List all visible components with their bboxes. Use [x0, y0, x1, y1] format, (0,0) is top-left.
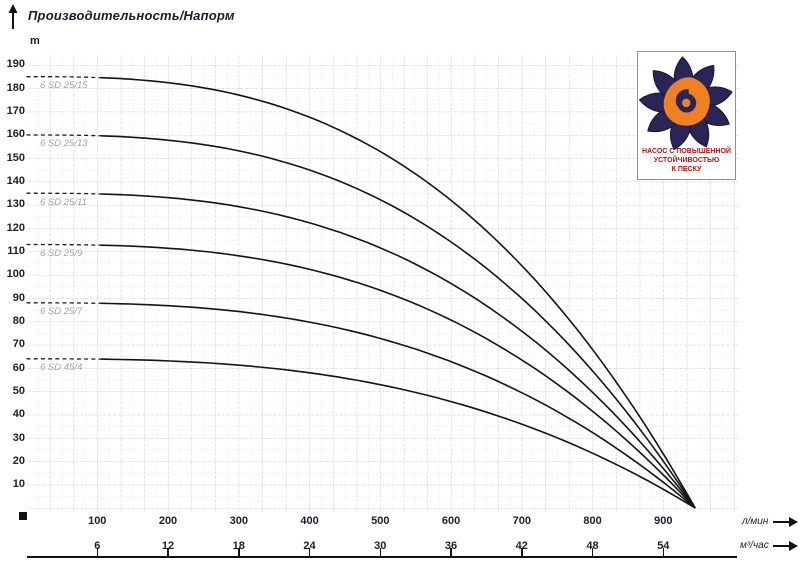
curve-solid-segment — [100, 302, 696, 509]
sand-resistant-pump-badge: НАСОС С ПОВЫШЕННОЙ УСТОЙЧИВОСТЬЮ К ПЕСКУ — [637, 51, 736, 180]
curve-label: 6 SD 25/15 — [40, 80, 88, 92]
curve-label: 6 SD 25/13 — [40, 138, 88, 150]
curve-label: 6 SD 25/11 — [40, 196, 87, 208]
y-tick-label: 20 — [12, 454, 25, 467]
x-tick-label-lmin: 100 — [88, 515, 107, 527]
grid-major — [27, 54, 739, 511]
y-tick-label: 120 — [6, 221, 25, 234]
x-axis-tick-mark — [96, 548, 98, 557]
badge-text-line2: УСТОЙЧИВОСТЬЮ — [654, 155, 720, 164]
y-tick-label: 140 — [6, 175, 25, 188]
y-tick-label: 170 — [6, 105, 25, 118]
x-tick-label-m3h: 24 — [303, 540, 316, 552]
y-axis-unit-label: m — [30, 35, 40, 47]
x-axis-tick-mark — [379, 548, 382, 557]
x-tick-label-lmin: 900 — [654, 515, 673, 527]
x-tick-label-m3h: 36 — [444, 540, 458, 552]
y-tick-label: 90 — [12, 291, 25, 304]
x-axis-tick-mark — [450, 548, 452, 557]
x-axis-unit-lmin: л/мин — [742, 516, 769, 527]
curve-dashed-segment — [26, 192, 101, 195]
pump-curves — [26, 76, 696, 509]
y-tick-label: 150 — [6, 151, 25, 164]
x-axis-tick-mark — [521, 548, 523, 557]
x-tick-label-m3h: 12 — [161, 540, 175, 552]
x-axis-tick-mark — [238, 548, 240, 557]
x-axis-tick-mark — [167, 548, 169, 557]
curve-dashed-segment — [26, 243, 101, 246]
y-tick-label: 180 — [6, 81, 25, 94]
y-tick-label: 100 — [6, 268, 25, 281]
logo-core-tail — [675, 89, 689, 107]
curve-dashed-segment — [26, 76, 101, 79]
x-tick-label-lmin: 600 — [441, 515, 461, 527]
curve-solid-segment — [100, 135, 696, 509]
x-tick-label-m3h: 30 — [374, 540, 387, 552]
x-axis-line — [27, 556, 737, 558]
y-tick-label: 50 — [12, 384, 25, 397]
logo-core-dot — [682, 98, 691, 108]
curve-dashed-segment — [26, 134, 101, 137]
curve-label: 6 SD 45/4 — [40, 362, 83, 374]
lmin-arrow-icon — [773, 517, 798, 527]
curve-solid-segment — [100, 193, 696, 509]
x-axis-unit-m3h: м³/час — [740, 540, 769, 551]
y-tick-label: 130 — [6, 198, 25, 211]
badge-text-line3: К ПЕСКУ — [672, 166, 702, 173]
y-tick-label: 70 — [12, 338, 25, 351]
y-axis-arrow-icon — [8, 4, 18, 29]
badge-text-line1: НАСОС С ПОВЫШЕННОЙ — [642, 146, 731, 155]
y-tick-label: 30 — [12, 431, 25, 444]
chart-title: Производительность/Напорм — [28, 8, 235, 23]
curve-solid-segment — [100, 244, 696, 509]
x-tick-label-m3h: 6 — [94, 540, 101, 552]
x-tick-label-m3h: 18 — [232, 540, 245, 552]
x-tick-label-lmin: 200 — [158, 515, 178, 527]
x-axis-tick-mark — [662, 548, 665, 557]
x-tick-label-lmin: 700 — [512, 515, 531, 527]
x-tick-label-lmin: 500 — [371, 515, 390, 527]
y-tick-label: 190 — [6, 58, 25, 71]
x-axis-tick-mark — [308, 548, 311, 557]
y-tick-label: 60 — [12, 361, 25, 374]
x-tick-label-lmin: 800 — [583, 515, 602, 527]
x-tick-label-m3h: 54 — [657, 540, 670, 552]
m3h-arrow-icon — [773, 541, 798, 551]
curve-label: 6 SD 25/7 — [40, 306, 83, 318]
origin-marker — [19, 512, 27, 520]
impeller-logo-icon: НАСОС С ПОВЫШЕННОЙ УСТОЙЧИВОСТЬЮ К ПЕСКУ — [638, 56, 735, 173]
y-tick-label: 40 — [12, 408, 25, 421]
y-tick-label: 80 — [12, 314, 25, 327]
curve-dashed-segment — [26, 302, 101, 304]
x-tick-label-m3h: 42 — [515, 540, 528, 552]
y-tick-label: 110 — [7, 245, 25, 258]
x-axis-tick-mark — [591, 548, 594, 557]
curve-solid-segment — [100, 358, 696, 509]
x-tick-label-lmin: 300 — [229, 515, 248, 527]
x-tick-label-m3h: 48 — [586, 540, 599, 552]
y-tick-label: 10 — [12, 478, 25, 491]
curve-label: 6 SD 25/9 — [40, 248, 83, 260]
x-tick-label-lmin: 400 — [300, 515, 319, 527]
y-tick-label: 160 — [6, 128, 25, 141]
curve-solid-segment — [100, 76, 696, 509]
